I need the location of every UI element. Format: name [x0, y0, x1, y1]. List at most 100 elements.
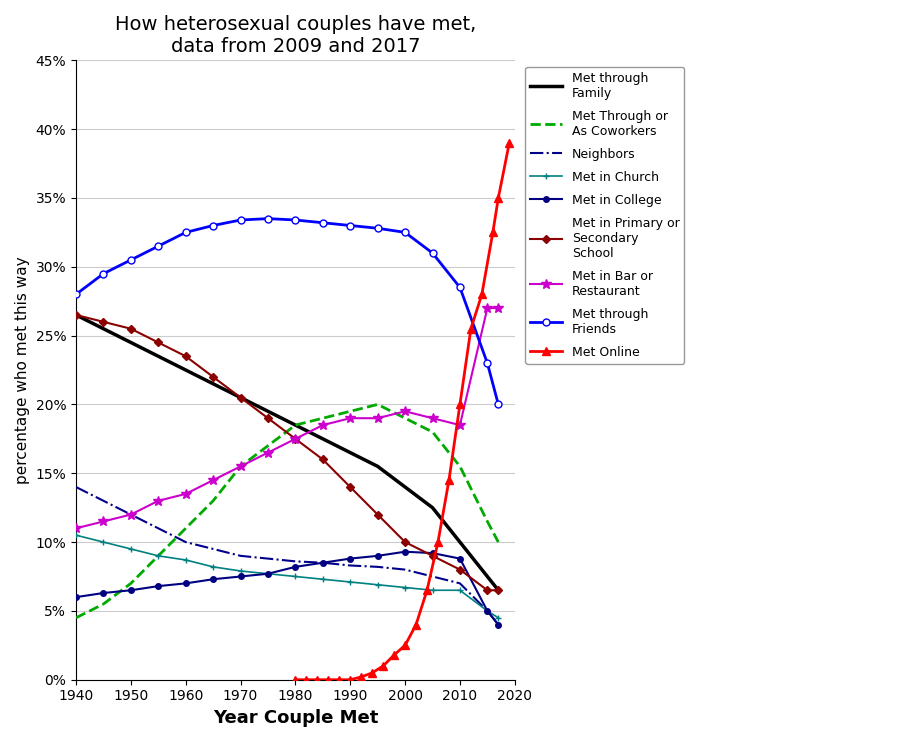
Met through
Family	[70, 310, 81, 319]
Met in College	[482, 606, 493, 615]
Met Through or
As Coworkers	[345, 407, 356, 416]
Legend: Met through
Family, Met Through or
As Coworkers, Neighbors, Met in Church, Met i: Met through Family, Met Through or As Co…	[526, 67, 684, 364]
Met in Bar or
Restaurant	[373, 414, 383, 423]
Met through
Family	[180, 366, 191, 375]
Met in Primary or
Secondary
School	[482, 585, 493, 594]
Line: Met Through or
As Coworkers: Met Through or As Coworkers	[76, 404, 499, 618]
Met in Primary or
Secondary
School	[180, 352, 191, 361]
Line: Met Online: Met Online	[292, 139, 514, 684]
Met in Bar or
Restaurant	[263, 448, 274, 457]
Met in Bar or
Restaurant	[180, 490, 191, 499]
Met through
Family	[400, 482, 410, 491]
Met through
Family	[318, 434, 328, 443]
Met through
Friends	[318, 218, 328, 227]
Met in Bar or
Restaurant	[208, 476, 219, 485]
Met in Primary or
Secondary
School	[400, 538, 410, 547]
Neighbors	[318, 558, 328, 567]
Met through
Friends	[373, 224, 383, 233]
Met in College	[318, 558, 328, 567]
Met Through or
As Coworkers	[454, 462, 465, 471]
Met in Church	[70, 531, 81, 539]
Neighbors	[482, 606, 493, 615]
Y-axis label: percentage who met this way: percentage who met this way	[15, 256, 30, 484]
Met in Church	[290, 572, 301, 581]
Met through
Family	[482, 572, 493, 581]
Met in Church	[493, 614, 504, 623]
Met in Primary or
Secondary
School	[235, 393, 246, 402]
Line: Met in Primary or
Secondary
School: Met in Primary or Secondary School	[73, 312, 501, 593]
Met in Church	[482, 606, 493, 615]
Neighbors	[493, 620, 504, 629]
Met in Primary or
Secondary
School	[208, 372, 219, 381]
Met through
Friends	[290, 215, 301, 224]
Met in College	[454, 554, 465, 563]
Met Online	[345, 675, 356, 684]
Met through
Family	[208, 379, 219, 388]
Met in Primary or
Secondary
School	[125, 324, 136, 333]
Met Online	[476, 290, 487, 299]
Met Through or
As Coworkers	[208, 496, 219, 505]
Met in Church	[454, 585, 465, 594]
Met in Bar or
Restaurant	[428, 414, 438, 423]
Met Through or
As Coworkers	[263, 441, 274, 450]
Met in Bar or
Restaurant	[290, 434, 301, 443]
Met Through or
As Coworkers	[125, 579, 136, 588]
Neighbors	[70, 482, 81, 491]
Met Online	[504, 139, 515, 148]
Neighbors	[454, 579, 465, 588]
Met in Primary or
Secondary
School	[345, 482, 356, 491]
Met in Church	[180, 556, 191, 565]
Met in College	[180, 579, 191, 588]
Met through
Family	[493, 585, 504, 594]
Met in Church	[345, 577, 356, 586]
Met through
Friends	[345, 221, 356, 230]
Neighbors	[125, 510, 136, 519]
Met Through or
As Coworkers	[373, 400, 383, 409]
Met in Bar or
Restaurant	[318, 421, 328, 430]
Met through
Family	[290, 421, 301, 430]
Met in College	[373, 551, 383, 560]
Met through
Friends	[235, 215, 246, 224]
Met Through or
As Coworkers	[482, 517, 493, 526]
Met Online	[367, 669, 378, 677]
Met in Church	[235, 567, 246, 576]
Neighbors	[373, 562, 383, 571]
Met through
Family	[428, 503, 438, 512]
X-axis label: Year Couple Met: Year Couple Met	[212, 709, 378, 727]
Met Online	[454, 400, 465, 409]
Met Online	[290, 675, 301, 684]
Met through
Friends	[400, 228, 410, 237]
Met Through or
As Coworkers	[290, 421, 301, 430]
Met in Bar or
Restaurant	[125, 510, 136, 519]
Line: Met through
Family: Met through Family	[76, 315, 499, 590]
Met Through or
As Coworkers	[428, 427, 438, 436]
Met through
Family	[373, 462, 383, 471]
Met Online	[356, 672, 366, 681]
Met in College	[235, 572, 246, 581]
Met through
Friends	[125, 255, 136, 264]
Met through
Family	[235, 393, 246, 402]
Met in Church	[125, 545, 136, 554]
Met in Church	[263, 569, 274, 578]
Met in Church	[428, 585, 438, 594]
Met in Bar or
Restaurant	[98, 517, 109, 526]
Met Online	[301, 675, 311, 684]
Met Online	[433, 538, 444, 547]
Met Through or
As Coworkers	[98, 600, 109, 608]
Met in Bar or
Restaurant	[70, 524, 81, 533]
Met in Church	[318, 575, 328, 584]
Met in Church	[153, 551, 164, 560]
Met in College	[125, 585, 136, 594]
Met in Bar or
Restaurant	[400, 407, 410, 416]
Met through
Family	[153, 352, 164, 361]
Met through
Friends	[180, 228, 191, 237]
Met Through or
As Coworkers	[153, 551, 164, 560]
Met Online	[488, 228, 499, 237]
Met in Primary or
Secondary
School	[153, 338, 164, 347]
Met Online	[400, 641, 410, 650]
Met in Primary or
Secondary
School	[454, 565, 465, 574]
Met through
Family	[345, 448, 356, 457]
Met Online	[378, 662, 389, 671]
Met in Church	[373, 580, 383, 589]
Met in Bar or
Restaurant	[493, 303, 504, 312]
